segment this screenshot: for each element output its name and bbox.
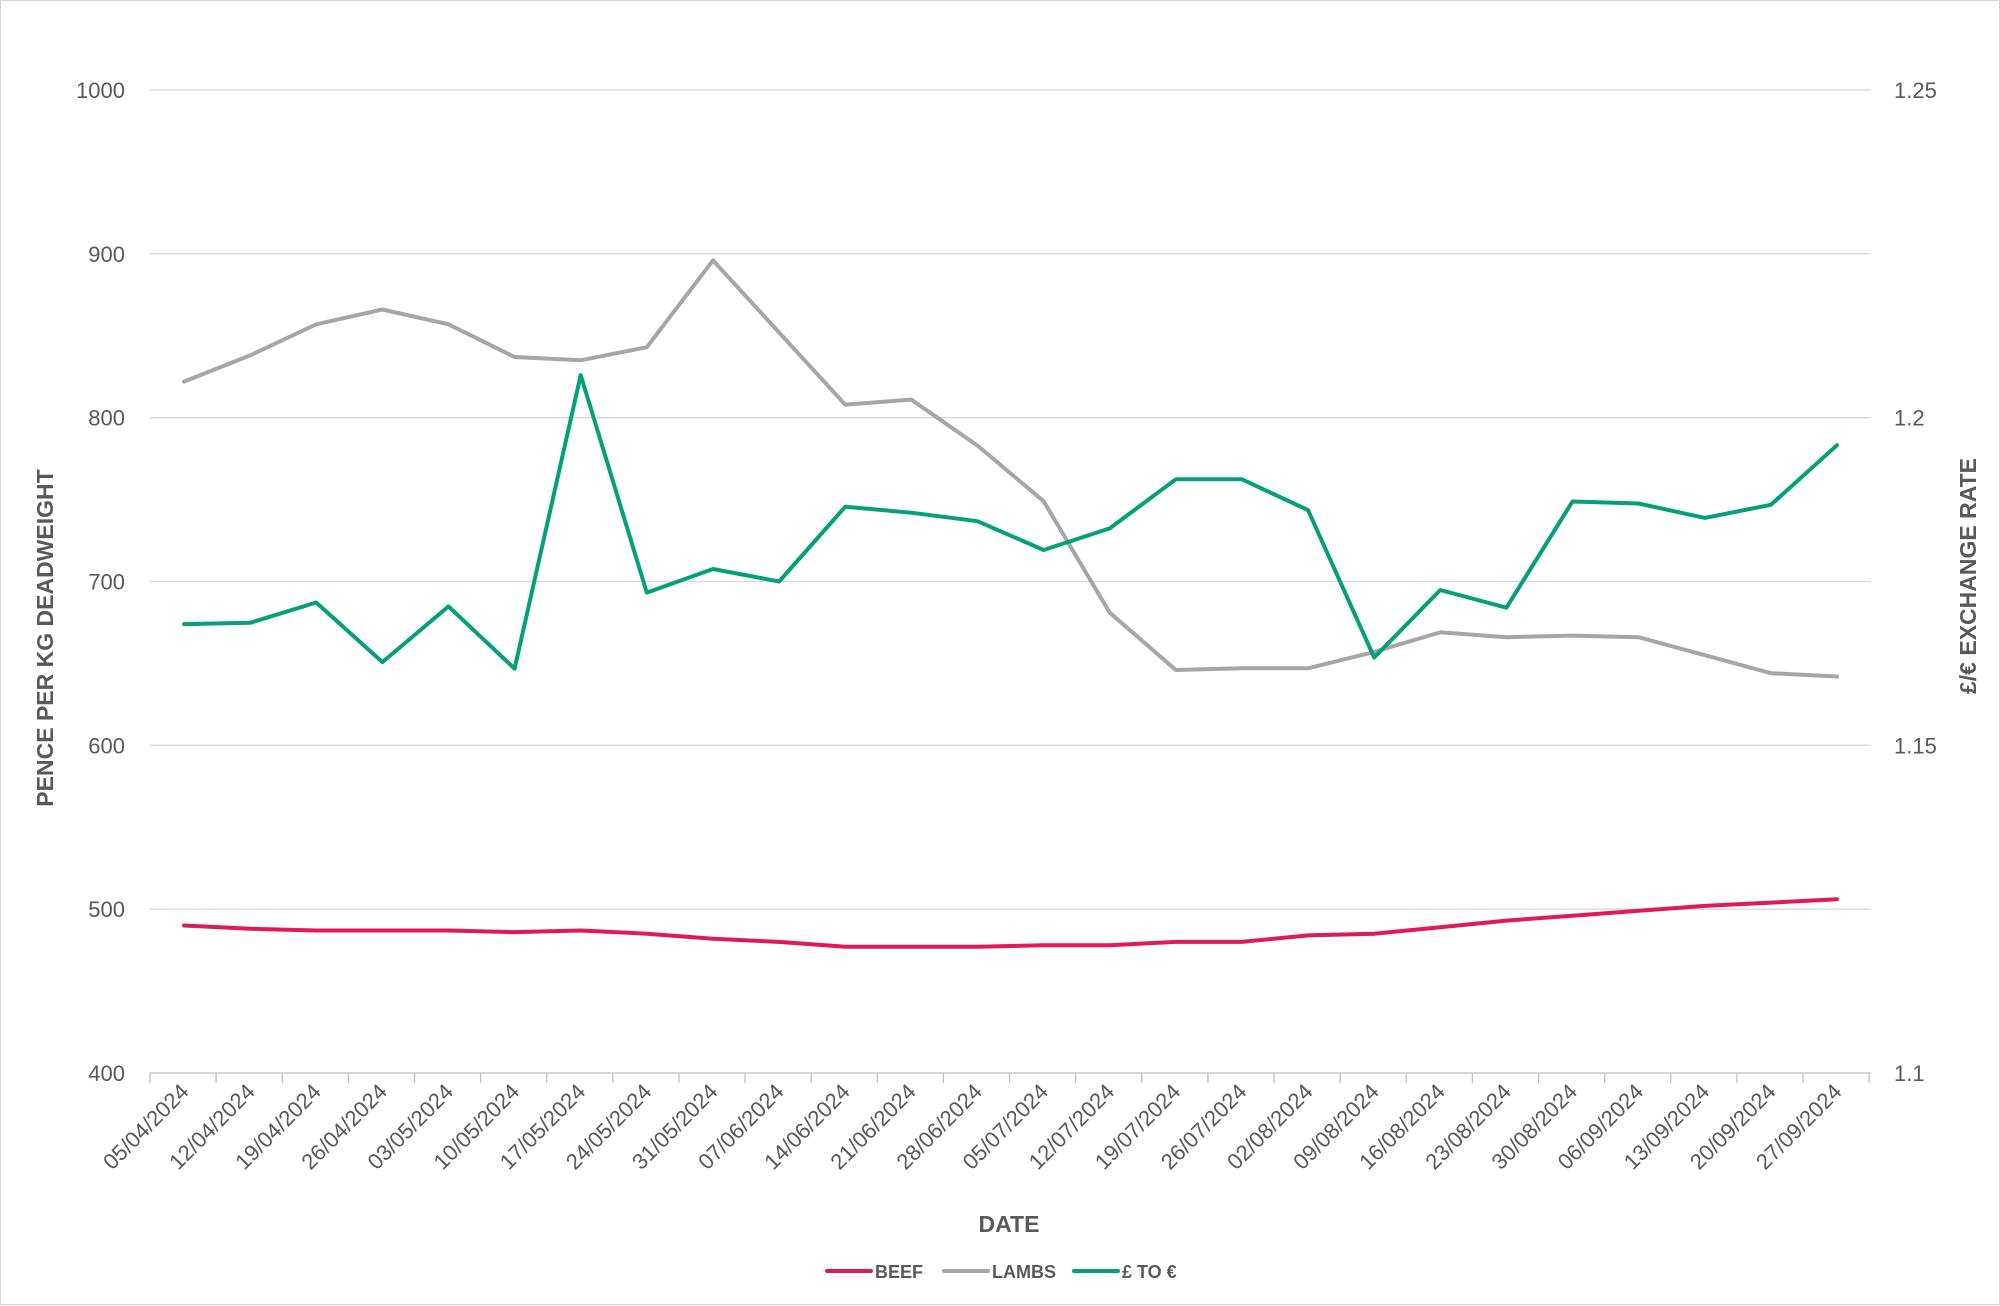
gridlines (150, 89, 1871, 1074)
y-tick-label: 500 (88, 897, 125, 922)
y-tick-label: 1000 (76, 78, 125, 103)
y-tick-label: 600 (88, 733, 125, 758)
series-lines (182, 258, 1839, 949)
legend: BEEF LAMBS £ TO € (825, 1262, 1177, 1282)
series-line-to (182, 373, 1839, 671)
axes: 40050060070080090010001.11.151.21.2505/0… (76, 78, 1937, 1174)
y2-tick-label: 1.2 (1894, 406, 1925, 431)
legend-item: BEEF (825, 1262, 923, 1282)
legend-item: £ TO € (1072, 1262, 1177, 1282)
legend-label: LAMBS (992, 1262, 1056, 1282)
y-tick-label: 900 (88, 242, 125, 267)
y-tick-label: 700 (88, 570, 125, 595)
y2-tick-label: 1.25 (1894, 78, 1937, 103)
series-line-lambs (182, 258, 1839, 679)
y2-tick-label: 1.15 (1894, 733, 1937, 758)
y2-tick-label: 1.1 (1894, 1061, 1925, 1086)
y-tick-label: 800 (88, 406, 125, 431)
y2-axis-title: £/€ EXCHANGE RATE (1955, 458, 1981, 694)
legend-label: BEEF (875, 1262, 923, 1282)
series-line-beef (182, 897, 1839, 949)
y-tick-label: 400 (88, 1061, 125, 1086)
y-axis-title: PENCE PER KG DEADWEIGHT (32, 469, 58, 806)
x-axis-title: DATE (979, 1211, 1040, 1237)
legend-label: £ TO € (1122, 1262, 1177, 1282)
legend-item: LAMBS (942, 1262, 1056, 1282)
